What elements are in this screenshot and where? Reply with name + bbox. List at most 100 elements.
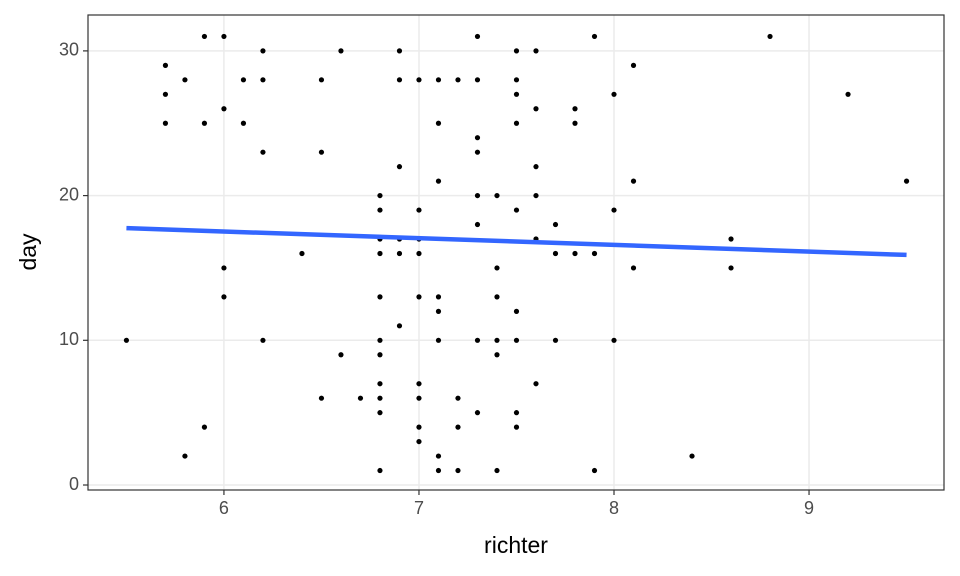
point	[767, 33, 773, 40]
point	[396, 164, 403, 170]
point	[162, 91, 169, 97]
point	[494, 192, 500, 199]
point	[689, 453, 695, 459]
point	[513, 120, 520, 126]
point	[182, 77, 188, 83]
point	[416, 438, 422, 445]
point	[630, 62, 637, 68]
point	[572, 106, 578, 112]
point	[611, 337, 617, 343]
point	[201, 120, 208, 126]
point	[533, 106, 539, 112]
point	[396, 250, 403, 257]
point	[221, 294, 227, 300]
point	[377, 395, 383, 401]
point	[474, 337, 481, 343]
point	[513, 207, 520, 213]
point	[435, 77, 442, 83]
point	[903, 178, 910, 184]
point	[396, 323, 403, 329]
point	[377, 337, 383, 343]
point	[338, 352, 344, 358]
panel-border	[87, 14, 945, 491]
point	[377, 207, 383, 213]
point	[240, 77, 247, 83]
point	[435, 337, 442, 343]
point	[845, 91, 851, 97]
point	[416, 250, 422, 257]
point	[455, 467, 461, 474]
y-tick-label: 30	[59, 40, 79, 60]
point	[435, 308, 442, 314]
x-tick-label: 7	[414, 498, 424, 518]
point	[572, 120, 578, 126]
point	[221, 33, 227, 40]
point	[416, 381, 422, 387]
point	[396, 48, 403, 54]
point	[416, 77, 422, 83]
point	[416, 207, 422, 213]
point	[260, 149, 266, 155]
point	[435, 453, 442, 459]
point	[474, 410, 481, 416]
point	[377, 250, 383, 257]
point	[182, 453, 188, 459]
point	[728, 265, 734, 271]
point	[474, 135, 481, 141]
point	[474, 192, 481, 199]
point	[299, 250, 305, 257]
point	[318, 149, 325, 155]
point	[533, 164, 539, 170]
point	[221, 106, 227, 112]
point	[318, 395, 325, 401]
trend-line	[126, 225, 907, 258]
x-tick-label: 6	[219, 498, 229, 518]
point	[591, 33, 598, 40]
point	[513, 308, 520, 314]
point	[318, 77, 325, 83]
x-tick-label: 9	[804, 498, 814, 518]
point	[630, 265, 637, 271]
point	[552, 221, 559, 228]
point	[260, 48, 266, 54]
point	[416, 395, 422, 401]
point	[377, 352, 383, 358]
point	[416, 424, 422, 430]
point	[611, 207, 617, 213]
point	[572, 250, 578, 257]
y-axis-title: day	[15, 233, 41, 271]
point	[201, 424, 208, 430]
point	[513, 424, 520, 430]
point	[513, 77, 520, 83]
point	[377, 192, 383, 199]
point	[728, 236, 734, 242]
y-tick-label: 10	[59, 329, 79, 349]
point	[513, 410, 520, 416]
point	[455, 424, 461, 430]
point	[435, 120, 442, 126]
point	[474, 77, 481, 83]
point	[552, 337, 559, 343]
point	[162, 120, 169, 126]
point	[338, 48, 344, 54]
point	[494, 294, 500, 300]
point	[260, 77, 266, 83]
point	[533, 48, 539, 54]
point	[533, 192, 539, 199]
point	[513, 337, 520, 343]
point	[591, 250, 598, 257]
point	[377, 294, 383, 300]
point	[455, 77, 461, 83]
point	[396, 77, 403, 83]
point	[435, 294, 442, 300]
point	[630, 178, 637, 184]
point	[533, 381, 539, 387]
y-tick-label: 0	[69, 474, 79, 494]
point	[591, 467, 598, 474]
point	[494, 352, 500, 358]
point	[123, 337, 130, 343]
point	[611, 91, 617, 97]
point	[513, 48, 520, 54]
point	[416, 294, 422, 300]
